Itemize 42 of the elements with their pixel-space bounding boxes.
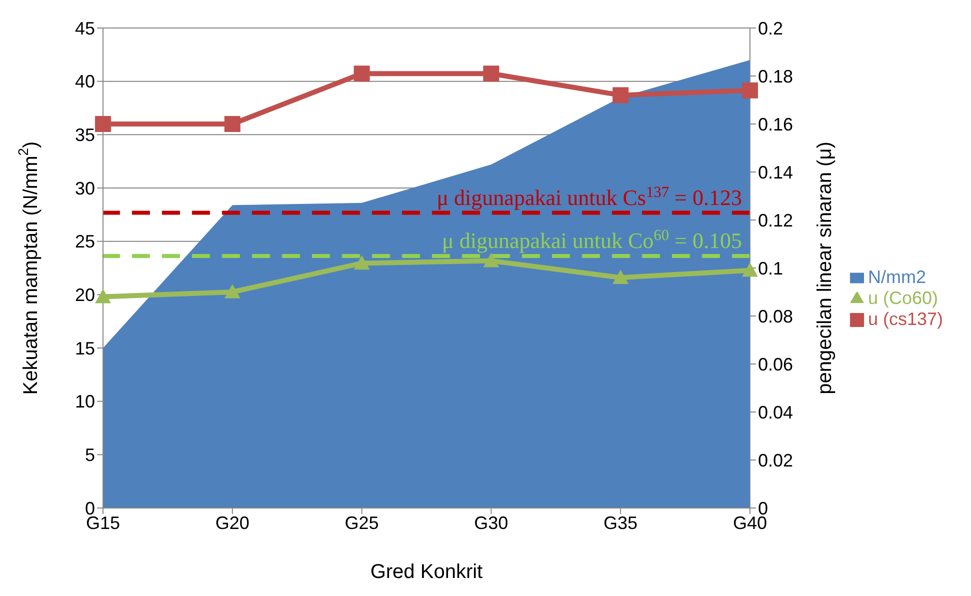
point [612,270,629,284]
y2-tick-label: 0.16 [758,114,793,134]
legend-label: u (cs137) [868,308,943,328]
y-tick-label: 15 [74,338,95,358]
y2-tick-label: 0.1 [758,258,783,278]
x-tick-label: G35 [604,512,638,533]
y2-axis-title: pengecilan linear sinaran (μ) [814,142,836,394]
y2-tick-label: 0.14 [758,162,793,182]
point [95,288,111,304]
point [742,82,758,98]
y-tick-label: 40 [74,72,95,92]
y-tick-label: 10 [74,392,95,412]
y2-tick-label: 0.02 [758,450,793,470]
ref-line-label: μ digunapakai untuk Cs$^{137}$ = 0.123 [436,183,742,210]
y2-tick-label: 0.06 [758,354,793,374]
point [612,87,629,104]
x-tick-label: G25 [344,512,379,533]
point [483,66,500,82]
y-tick-label: 35 [74,125,95,146]
legend-label: N/mm2 [868,266,926,286]
ref-line-label: μ digunapakai untuk Co$^{60}$ = 0.105 [442,226,742,253]
y2-tick-label: 0.04 [758,402,793,422]
point [742,262,758,277]
point [95,116,111,132]
y2-tick-label: 0.18 [758,66,793,86]
point [354,66,370,82]
x-axis-title: Gred Konkrit [370,561,484,583]
legend-label: u (Co60) [868,288,938,308]
y-tick-label: 5 [84,445,95,466]
y2-tick-label: 0.2 [758,18,783,38]
point [354,255,370,270]
point [483,252,500,268]
y-tick-label: 25 [74,232,95,252]
point [224,116,240,132]
y-tick-label: 45 [74,18,95,38]
y-tick-label: 30 [74,178,95,198]
x-tick-label: G20 [215,512,250,533]
y-tick-label: 20 [74,285,95,306]
y2-tick-label: 0.08 [758,306,793,326]
point [224,284,240,298]
x-tick-label: G30 [474,512,508,533]
y2-tick-label: 0.12 [758,210,793,230]
